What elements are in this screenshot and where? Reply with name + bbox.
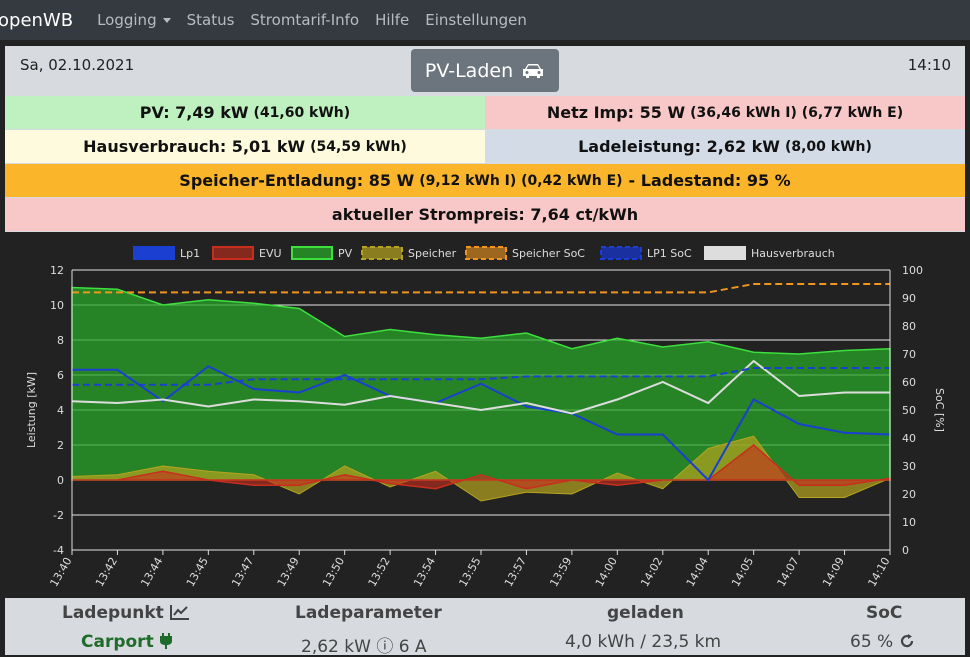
y2-tick-label: 20: [902, 488, 916, 501]
x-tick-label: 14:07: [775, 555, 802, 589]
legend-swatch: [465, 246, 507, 260]
charge-mode-label: PV-Laden: [424, 59, 514, 82]
y-tick-label: 2: [57, 439, 64, 452]
x-tick-label: 13:40: [47, 555, 74, 589]
nav-logging[interactable]: Logging: [97, 11, 171, 29]
x-tick-label: 13:44: [138, 555, 165, 589]
overview-panel: Sa, 02.10.2021 PV-Laden 14:10 PV: 7,49 k…: [5, 46, 965, 232]
series-hausverbrauch: [71, 359, 890, 415]
legend-label: Lp1: [180, 247, 200, 260]
hausverbrauch-tile: Hausverbrauch: 5,01 kW (54,59 kWh): [5, 130, 485, 163]
y2-tick-label: 50: [902, 404, 916, 417]
y-tick-label: 4: [57, 404, 64, 417]
x-tick-label: 13:47: [229, 555, 256, 589]
nav-status[interactable]: Status: [186, 11, 235, 29]
header-soc: SoC: [866, 603, 903, 623]
ladepunkt-table: Ladepunkt Ladeparameter geladen SoC Carp…: [5, 598, 965, 657]
y-tick-label: 0: [57, 474, 64, 487]
legend-label: Speicher SoC: [512, 247, 585, 260]
x-tick-label: 13:49: [275, 555, 302, 589]
chart-line-icon: [169, 605, 189, 620]
x-tick-label: 14:00: [593, 555, 620, 589]
x-tick-label: 14:05: [729, 555, 756, 589]
strompreis-tile: aktueller Strompreis: 7,64 ct/kWh: [5, 198, 965, 231]
pv-tile: PV: 7,49 kW (41,60 kWh): [5, 96, 485, 129]
x-tick-label: 13:57: [502, 555, 529, 589]
y2-axis-label: SoC [%]: [933, 388, 946, 432]
ladeleistung-tile: Ladeleistung: 2,62 kW (8,00 kWh): [485, 130, 965, 163]
x-tick-label: 14:10: [865, 555, 892, 589]
legend-swatch: [600, 246, 642, 260]
netz-tile: Netz Imp: 55 W (36,46 kWh I) (6,77 kWh E): [485, 96, 965, 129]
y-tick-label: 12: [50, 264, 64, 277]
series-lp1-soc: [72, 367, 890, 386]
y2-tick-label: 60: [902, 376, 916, 389]
y2-tick-label: 80: [902, 320, 916, 333]
x-tick-label: 13:55: [456, 555, 483, 589]
nav-stromtarif-info[interactable]: Stromtarif-Info: [250, 11, 360, 29]
power-chart: Lp1 EVU PV Speicher Speicher SoC LP1 SoC Hausv…: [25, 246, 946, 589]
y2-tick-label: 10: [902, 516, 916, 529]
series-lp1: [72, 365, 891, 482]
x-tick-label: 14:02: [638, 555, 665, 589]
legend-label: EVU: [259, 247, 282, 260]
series-speicher-soc: [72, 283, 890, 294]
series-evu: [72, 444, 891, 490]
geladen-value: 4,0 kWh / 23,5 km: [565, 632, 722, 652]
refresh-icon: [900, 634, 913, 648]
brand-logo[interactable]: openWB: [0, 9, 74, 31]
nav-hilfe[interactable]: Hilfe: [375, 11, 410, 29]
y2-tick-label: 0: [902, 544, 909, 557]
chevron-down-icon: [162, 18, 171, 23]
ladepunkt-carport[interactable]: Carport: [81, 632, 172, 652]
y-axis-label: Leistung [kW]: [25, 372, 38, 448]
y2-tick-label: 40: [902, 432, 916, 445]
y-tick-label: 8: [57, 334, 64, 347]
plug-icon: [159, 633, 172, 649]
nav-einstellungen[interactable]: Einstellungen: [425, 11, 527, 29]
y-tick-label: -2: [53, 509, 64, 522]
x-tick-label: 14:09: [820, 555, 847, 589]
x-tick-label: 14:04: [684, 555, 711, 589]
legend-swatch: [133, 246, 175, 260]
speicher-tile: Speicher-Entladung: 85 W (9,12 kWh I) (0,…: [5, 164, 965, 197]
x-tick-label: 13:42: [93, 555, 120, 589]
ladeparameter-value: 2,62 kW ⓘ 6 A: [301, 637, 427, 657]
header-ladepunkt: Ladepunkt: [62, 603, 190, 623]
y-tick-label: 10: [50, 299, 64, 312]
y2-tick-label: 100: [902, 264, 923, 277]
x-tick-label: 13:45: [184, 555, 211, 589]
legend-label: PV: [338, 247, 353, 260]
header-ladeparameter: Ladeparameter: [295, 603, 442, 623]
y2-tick-label: 30: [902, 460, 916, 473]
y-tick-label: -4: [53, 544, 64, 557]
x-tick-label: 13:52: [366, 555, 393, 589]
legend-label: Speicher: [408, 247, 457, 260]
legend-label: Hausverbrauch: [751, 247, 835, 260]
legend-label: LP1 SoC: [647, 247, 692, 260]
y2-tick-label: 70: [902, 348, 916, 361]
legend-swatch: [361, 246, 403, 260]
legend-swatch: [212, 246, 254, 260]
legend-swatch: [704, 246, 746, 260]
x-tick-label: 13:50: [320, 555, 347, 589]
date-label: Sa, 02.10.2021: [20, 56, 135, 74]
y2-tick-label: 90: [902, 292, 916, 305]
x-tick-label: 13:54: [411, 555, 438, 589]
header-geladen: geladen: [607, 603, 684, 623]
car-icon: [523, 63, 544, 78]
navbar: openWB Logging Status Stromtarif-Info Hi…: [0, 0, 970, 40]
x-tick-label: 13:59: [547, 555, 574, 589]
y-tick-label: 6: [57, 369, 64, 382]
charge-mode-button[interactable]: PV-Laden: [411, 49, 559, 92]
time-label: 14:10: [907, 56, 951, 74]
soc-value[interactable]: 65 %: [850, 632, 915, 652]
legend-swatch: [291, 246, 333, 260]
